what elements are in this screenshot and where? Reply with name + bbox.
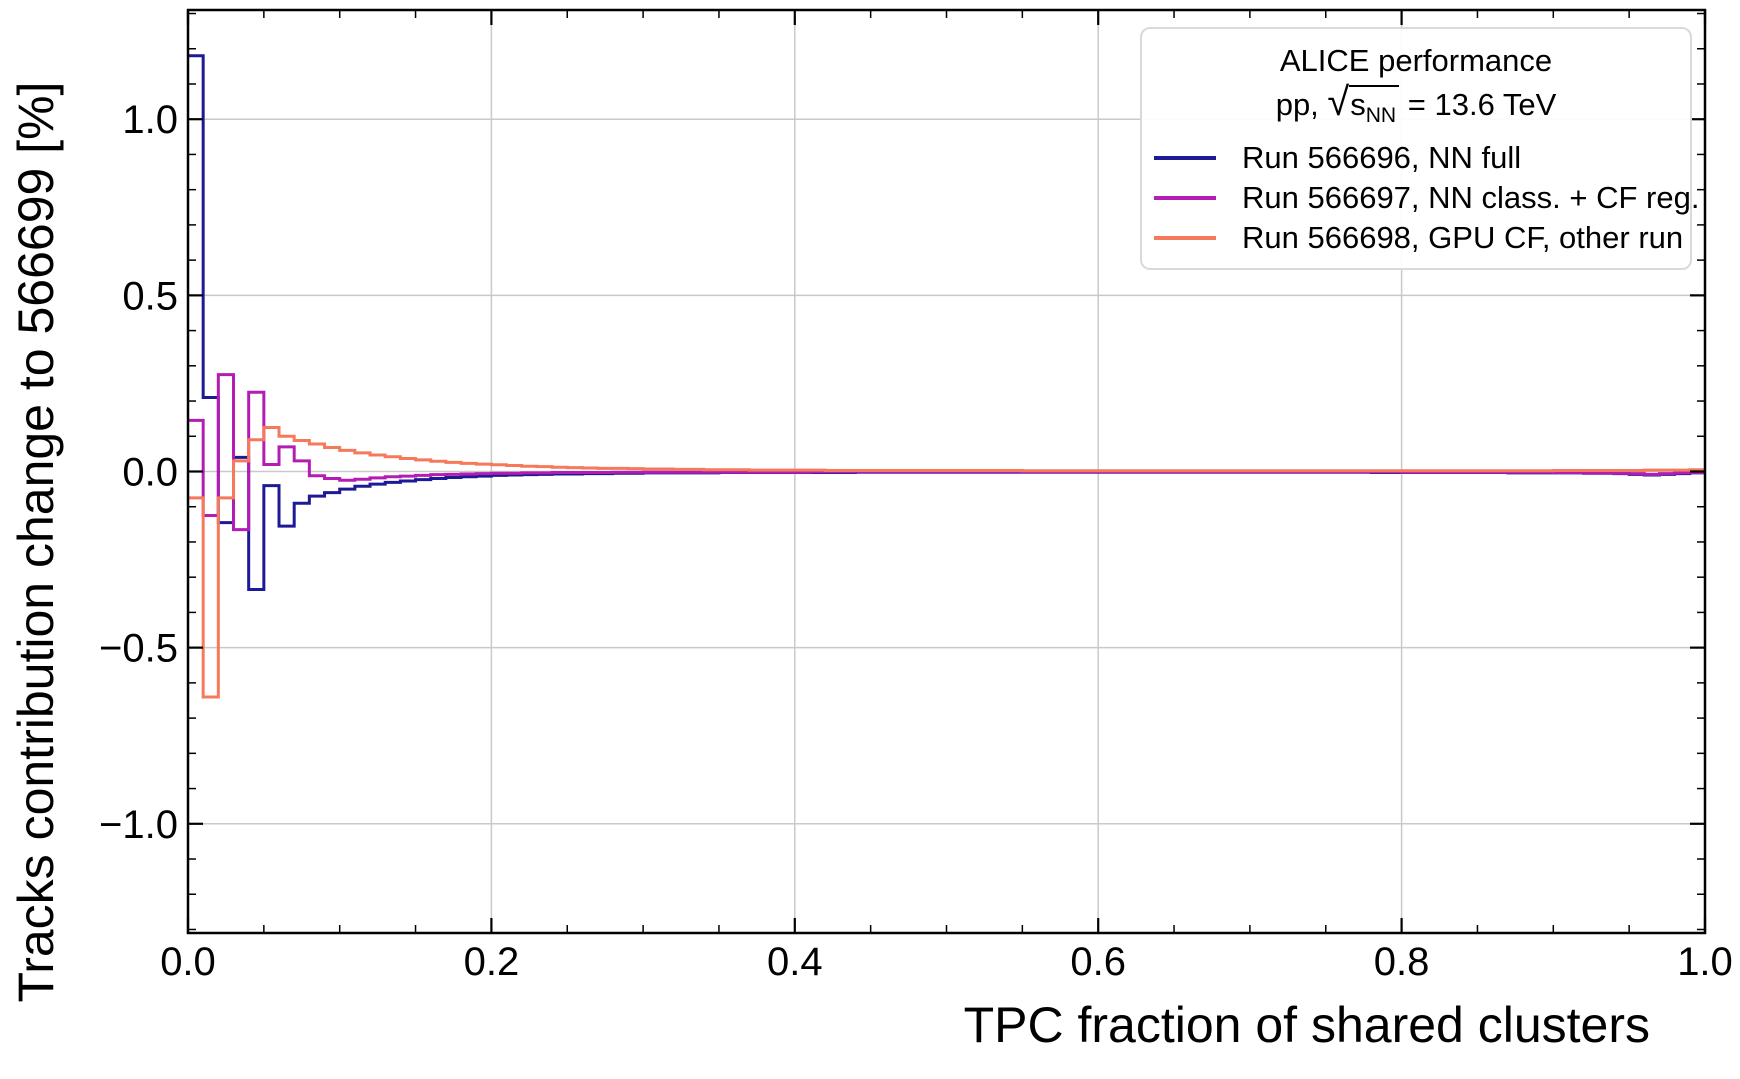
y-tick-label: −1.0 bbox=[99, 803, 178, 847]
legend-energy-line: pp, √sNN = 13.6 TeV bbox=[1142, 80, 1690, 138]
tick-labels: 0.0 0.2 0.4 0.6 0.8 1.0 −1.0 −0.5 0.0 0.5 1.0 bbox=[99, 98, 1733, 984]
legend-title: ALICE performance bbox=[1279, 43, 1553, 78]
x-tick-label: 0.6 bbox=[1070, 940, 1126, 984]
axis-ticks bbox=[186, 10, 1707, 933]
x-tick-label: 0.2 bbox=[464, 940, 520, 984]
y-tick-label: 0.5 bbox=[122, 274, 178, 318]
x-tick-label: 0.8 bbox=[1374, 940, 1430, 984]
legend-entry-run-566697: Run 566697, NN class. + CF reg. bbox=[1142, 178, 1699, 218]
legend-label-gpu-cf: Run 566698, GPU CF, other run bbox=[1242, 220, 1684, 256]
legend-swatch-gpu-cf bbox=[1154, 236, 1216, 241]
legend-swatch-nn-class-cf-reg bbox=[1154, 196, 1216, 201]
x-tick-label: 1.0 bbox=[1677, 940, 1733, 984]
legend-label-nn-class-cf-reg: Run 566697, NN class. + CF reg. bbox=[1242, 180, 1700, 216]
legend-label-nn-full: Run 566696, NN full bbox=[1242, 140, 1522, 176]
legend-swatch-nn-full bbox=[1154, 156, 1216, 161]
y-tick-label: −0.5 bbox=[99, 627, 178, 671]
legend-energy-suffix: = 13.6 TeV bbox=[1399, 87, 1557, 122]
y-tick-label: 1.0 bbox=[122, 98, 178, 142]
sqrt-icon: √ bbox=[1327, 80, 1350, 124]
legend-energy-prefix: pp, bbox=[1275, 87, 1328, 122]
x-tick-label: 0.4 bbox=[767, 940, 823, 984]
x-tick-label: 0.0 bbox=[160, 940, 216, 984]
series-curves bbox=[188, 54, 1705, 699]
legend-energy-snn: sNN bbox=[1349, 85, 1400, 127]
y-axis-label: Tracks contribution change to 566699 [%] bbox=[8, 81, 64, 1003]
legend-entry-run-566696: Run 566696, NN full bbox=[1142, 138, 1690, 178]
legend-entry-run-566698: Run 566698, GPU CF, other run bbox=[1142, 218, 1690, 258]
y-tick-label: 0.0 bbox=[122, 451, 178, 495]
x-axis-label: TPC fraction of shared clusters bbox=[963, 997, 1650, 1053]
legend-energy-subscript: NN bbox=[1365, 104, 1397, 128]
series-curve-2 bbox=[188, 425, 1705, 699]
series-curve-1 bbox=[188, 373, 1705, 532]
legend: ALICE performance pp, √sNN = 13.6 TeV Ru… bbox=[1140, 27, 1699, 271]
